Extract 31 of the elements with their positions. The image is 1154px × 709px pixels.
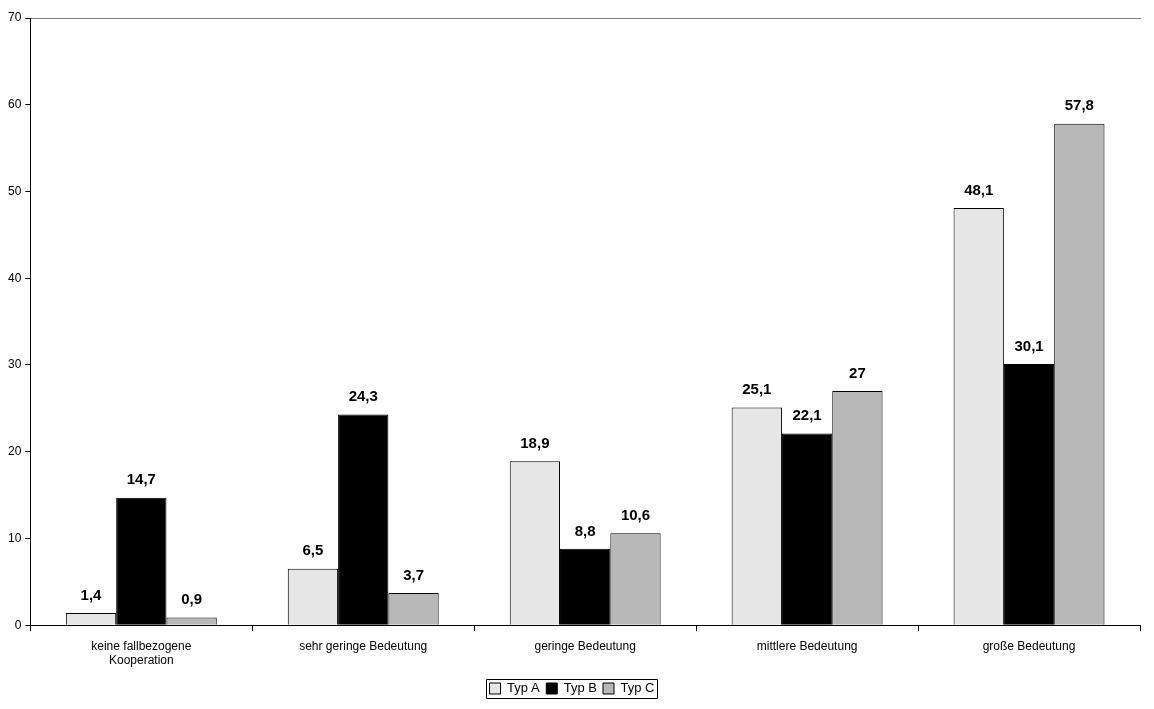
- data-label: 25,1: [742, 380, 772, 398]
- legend-label: Typ B: [563, 680, 598, 696]
- legend-label: Typ C: [620, 680, 655, 696]
- y-tick-label: 0: [14, 617, 22, 632]
- data-label: 48,1: [964, 180, 994, 198]
- data-label: 10,6: [620, 505, 651, 523]
- y-tick-label: 20: [7, 444, 22, 459]
- data-label: 14,7: [126, 470, 156, 488]
- data-label: 30,1: [1014, 336, 1044, 354]
- data-label: 27: [849, 363, 866, 381]
- y-tick-label: 10: [7, 530, 22, 545]
- y-tick-label: 70: [7, 10, 22, 25]
- x-tick-label: große Bedeutung: [982, 638, 1076, 653]
- data-label: 57,8: [1064, 96, 1094, 114]
- y-tick-label: 30: [7, 357, 22, 372]
- data-label: 8,8: [574, 521, 596, 539]
- data-label: 0,9: [181, 590, 203, 608]
- data-label: 3,7: [403, 565, 424, 583]
- x-tick-label: sehr geringe Bedeutung: [299, 638, 428, 653]
- x-tick-label: mittlere Bedeutung: [756, 638, 858, 653]
- x-tick-label: keine fallbezogene Kooperation: [91, 638, 192, 668]
- y-tick-label: 60: [7, 97, 22, 112]
- x-tick-label: geringe Bedeutung: [534, 638, 636, 653]
- legend-label: Typ A: [507, 680, 540, 696]
- data-label: 24,3: [348, 387, 378, 405]
- data-label: 22,1: [792, 406, 822, 424]
- data-label: 1,4: [80, 585, 103, 603]
- y-tick-label: 50: [7, 183, 22, 198]
- data-label: 6,5: [302, 541, 324, 559]
- y-tick-label: 40: [7, 270, 22, 285]
- data-label: 18,9: [520, 433, 550, 451]
